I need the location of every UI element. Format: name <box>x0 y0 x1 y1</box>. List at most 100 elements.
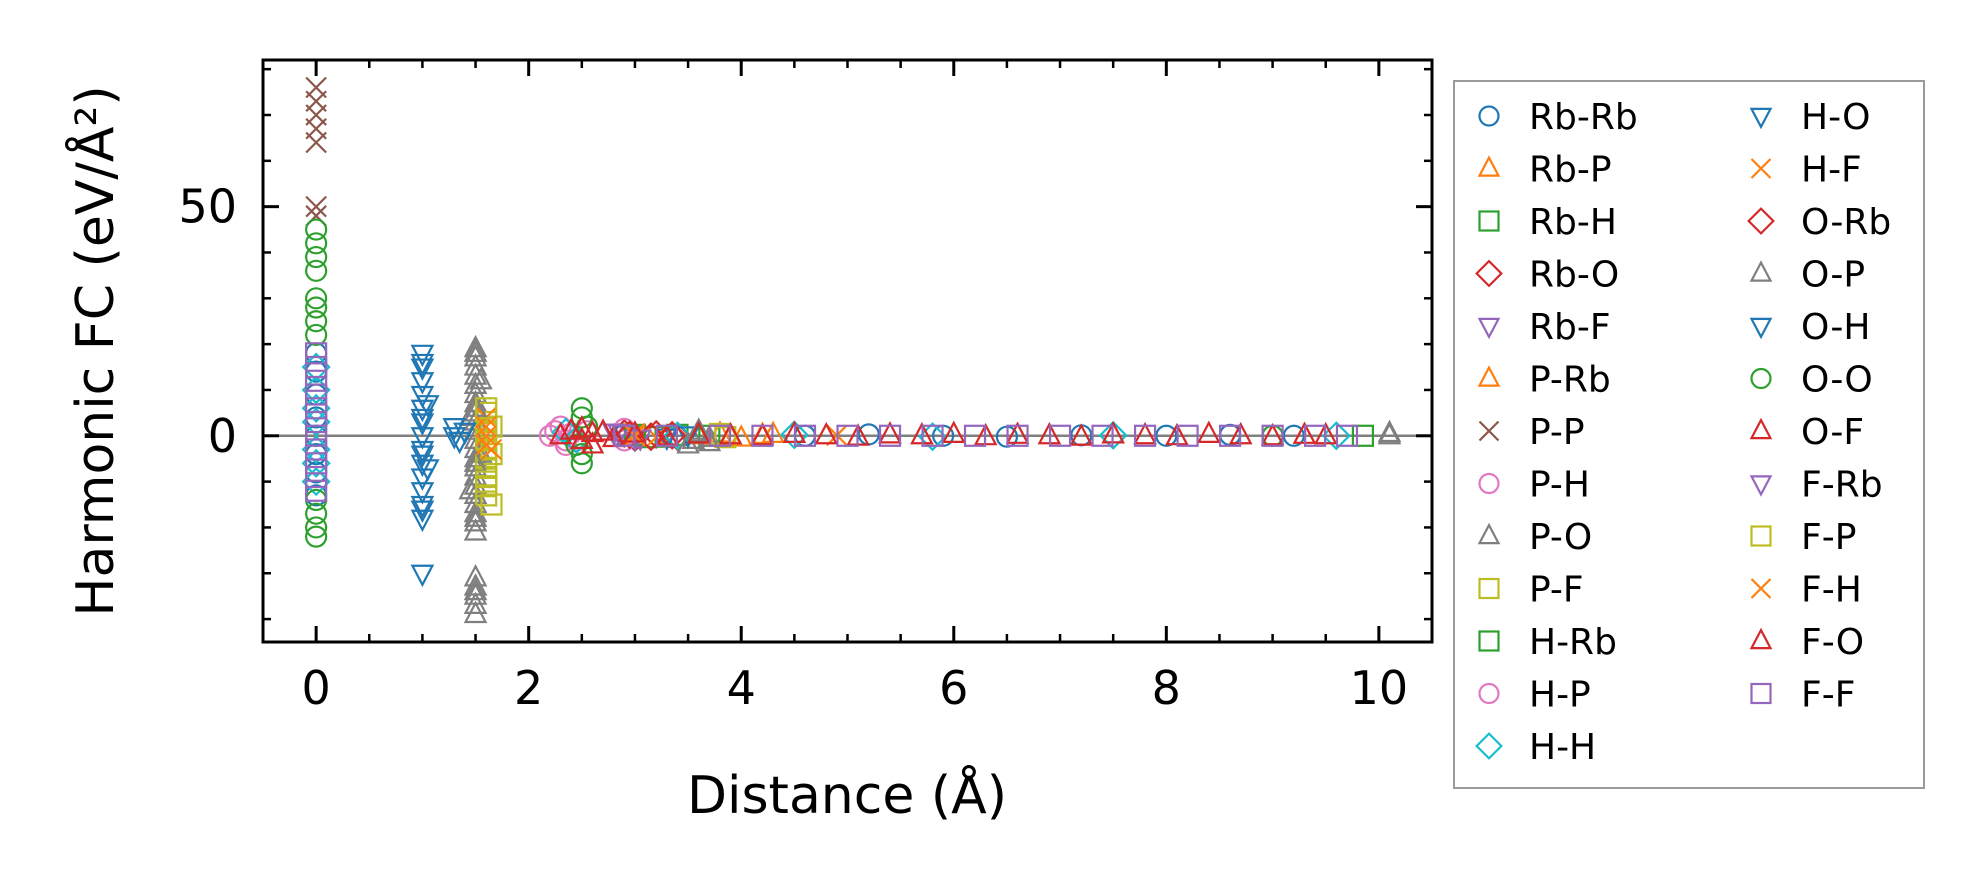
legend-item: Rb-H <box>1478 202 1617 243</box>
series-o-h <box>410 353 467 523</box>
data-point <box>463 504 488 527</box>
legend-label: Rb-O <box>1529 255 1619 296</box>
legend-label: Rb-F <box>1529 307 1611 348</box>
data-point <box>301 467 331 497</box>
data-point <box>1260 422 1285 446</box>
data-point <box>1176 424 1199 447</box>
data-point <box>305 479 328 502</box>
legend-label: H-F <box>1801 150 1862 191</box>
legend-label: F-F <box>1801 675 1855 716</box>
data-point <box>410 413 435 436</box>
data-point <box>410 509 435 533</box>
series-o-o <box>305 218 1284 548</box>
legend-marker <box>1477 522 1501 545</box>
legend-marker <box>1749 260 1773 282</box>
series-p-p <box>305 76 327 227</box>
data-point <box>814 421 839 445</box>
legend-label: Rb-Rb <box>1529 97 1638 138</box>
data-point <box>305 516 328 539</box>
legend-label: F-H <box>1801 570 1862 611</box>
data-point <box>480 493 503 516</box>
legend-label: H-Rb <box>1529 622 1617 663</box>
data-point <box>1133 424 1157 447</box>
data-point <box>1303 424 1327 447</box>
data-point <box>1006 424 1029 447</box>
series-f-p <box>475 397 732 516</box>
legend-marker <box>1750 578 1772 599</box>
data-point <box>410 358 435 381</box>
legend-label: H-P <box>1529 675 1591 716</box>
data-point <box>415 395 440 418</box>
axis-ticks <box>263 60 1432 642</box>
series-f-f <box>305 342 1359 502</box>
legend: Rb-Rb Rb-P Rb-H Rb-O Rb-F P-Rb P-P P-H P-O P-F H-R… <box>1453 80 1925 789</box>
legend-marker <box>1477 317 1501 340</box>
legend-marker <box>1478 682 1500 705</box>
data-point <box>305 465 328 489</box>
data-point <box>305 245 328 269</box>
data-point <box>463 600 488 624</box>
legend-item: Rb-F <box>1477 307 1611 348</box>
data-point <box>475 397 498 420</box>
series-p-o <box>458 334 1402 624</box>
legend-label: O-Rb <box>1801 202 1891 243</box>
data-point <box>305 218 328 241</box>
data-point <box>305 525 328 548</box>
data-point <box>469 366 493 390</box>
data-point <box>636 422 666 452</box>
data-point <box>1005 421 1030 444</box>
data-point <box>686 417 711 440</box>
data-point <box>305 342 328 365</box>
y-axis-label: Harmonic FC (eV/Å²) <box>64 85 126 616</box>
data-point <box>410 564 435 588</box>
data-point <box>878 421 902 444</box>
data-point <box>1048 424 1072 447</box>
data-point <box>697 428 722 452</box>
legend-label: F-O <box>1801 622 1864 663</box>
y-tick-label: 50 <box>178 180 237 234</box>
x-tick-label: 8 <box>1152 661 1181 715</box>
legend-marker <box>1749 475 1773 497</box>
legend-item: F-P <box>1750 517 1856 558</box>
data-point <box>305 259 328 282</box>
data-point <box>1091 424 1114 447</box>
data-point <box>917 422 948 452</box>
legend-item: H-P <box>1478 675 1591 716</box>
legend-marker <box>1477 365 1501 387</box>
data-point <box>410 353 435 377</box>
data-point <box>410 482 435 505</box>
data-point <box>1133 421 1157 445</box>
legend-label: F-Rb <box>1801 465 1883 506</box>
legend-label: P-F <box>1529 570 1584 611</box>
data-point <box>415 459 440 482</box>
data-point <box>305 438 328 461</box>
legend-marker <box>1749 417 1773 440</box>
legend-label: H-H <box>1529 727 1596 768</box>
legend-item: P-P <box>1478 412 1585 453</box>
data-point <box>305 287 328 310</box>
data-point <box>580 431 605 454</box>
data-point <box>1098 420 1128 450</box>
data-point <box>305 502 328 525</box>
series-o-p <box>463 339 1402 601</box>
legend-item: H-H <box>1475 727 1596 768</box>
data-point <box>480 443 503 466</box>
data-point <box>475 415 497 438</box>
legend-item: Rb-P <box>1477 150 1612 191</box>
data-points <box>301 76 1402 624</box>
legend-label: F-P <box>1801 517 1856 558</box>
data-point <box>655 423 679 446</box>
legend-item: Rb-O <box>1475 255 1619 296</box>
data-point <box>305 397 328 420</box>
data-point <box>750 422 775 446</box>
legend-label: H-O <box>1801 97 1870 138</box>
legend-item: O-O <box>1750 360 1873 401</box>
legend-marker <box>1750 367 1772 390</box>
data-point <box>475 434 497 456</box>
plot-frame <box>261 58 1434 644</box>
x-tick-label: 6 <box>939 661 968 715</box>
legend-item: P-H <box>1478 465 1590 506</box>
legend-item: O-Rb <box>1747 202 1891 243</box>
legend-label: P-P <box>1529 412 1585 453</box>
legend-item: H-Rb <box>1478 622 1617 663</box>
